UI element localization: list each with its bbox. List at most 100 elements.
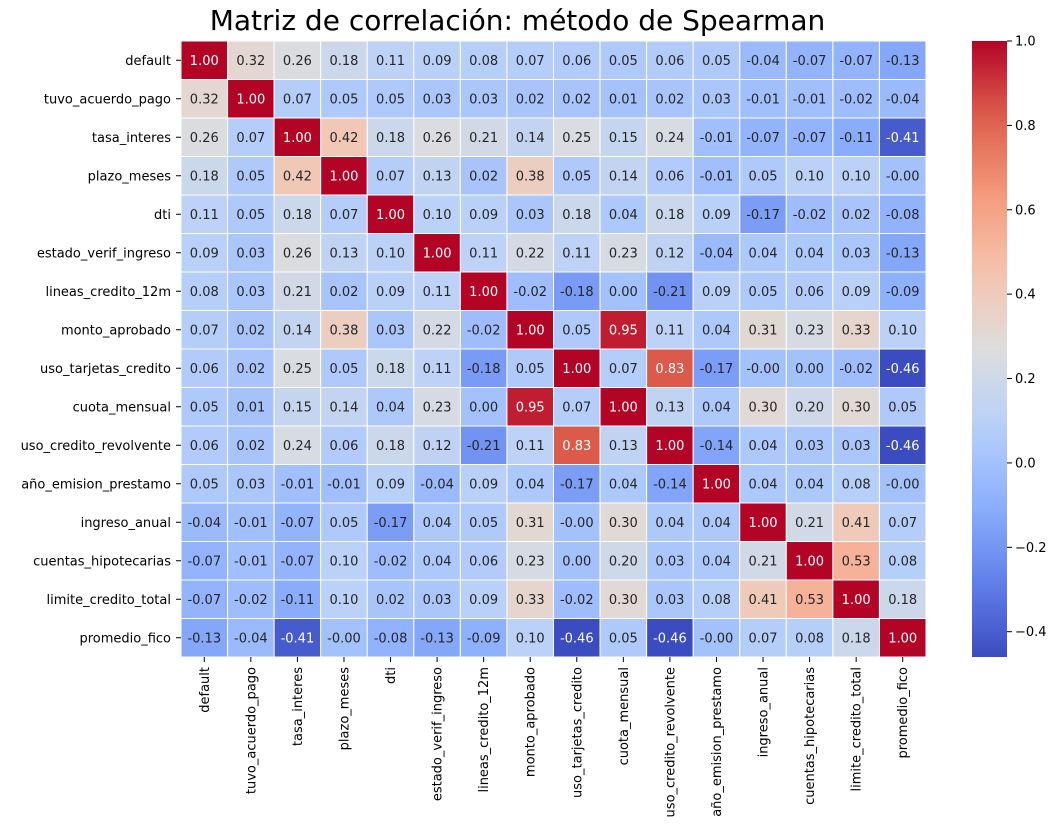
heatmap-cell-6-14	[832, 271, 880, 311]
cell-value-label: 0.25	[283, 362, 312, 377]
cell-value-label: 0.04	[749, 477, 778, 492]
heatmap-cell-5-4	[366, 233, 415, 273]
heatmap-cell-15-1	[227, 618, 275, 658]
cell-value-label: 0.03	[842, 439, 871, 454]
cell-value-label: 0.11	[376, 54, 405, 69]
cell-value-label: 0.03	[236, 246, 265, 261]
heatmap-cell-13-7	[506, 541, 554, 581]
heatmap-cell-11-13	[785, 464, 834, 504]
heatmap-cell-1-15	[878, 79, 927, 119]
cell-value-label: 0.05	[749, 169, 778, 184]
x-tick-label-dti: dti	[384, 667, 399, 684]
heatmap-cell-14-5	[413, 579, 461, 619]
heatmap-cell-6-10	[646, 271, 694, 311]
cell-value-label: -0.46	[886, 439, 920, 454]
heatmap-cell-1-6	[459, 79, 508, 119]
heatmap-cell-2-6	[459, 117, 508, 157]
cell-value-label: 0.02	[376, 593, 405, 608]
y-tick-label-estado-verif-ingreso: estado_verif_ingreso	[37, 246, 171, 261]
heatmap-cell-11-5	[413, 464, 461, 504]
heatmap-cell-13-15	[878, 541, 927, 581]
heatmap-cell-15-8	[553, 618, 601, 658]
y-tick-label-uso-credito-revolvente: uso_credito_revolvente	[21, 439, 171, 454]
heatmap-cell-1-7	[506, 79, 554, 119]
cell-value-label: -0.02	[839, 92, 873, 107]
cell-value-label: -0.07	[793, 131, 827, 146]
cell-value-label: -0.07	[281, 554, 315, 569]
cell-value-label: 1.00	[329, 169, 358, 184]
y-tick-label-promedio-fico: promedio_fico	[79, 631, 171, 646]
cell-value-label: 0.06	[190, 362, 219, 377]
heatmap-cell-5-15	[878, 233, 927, 273]
heatmap-cell-15-6	[459, 618, 508, 658]
cell-value-label: 0.09	[376, 285, 405, 300]
cell-value-label: 0.06	[655, 169, 684, 184]
cell-value-label: 0.10	[888, 323, 917, 338]
heatmap-cell-11-8	[553, 464, 601, 504]
cell-value-label: -0.01	[746, 92, 780, 107]
heatmap-cell-1-0	[180, 79, 229, 119]
cell-value-label: 0.33	[516, 593, 545, 608]
cell-value-label: -0.00	[886, 169, 920, 184]
cell-value-label: 0.24	[655, 131, 684, 146]
heatmap-cell-4-8	[553, 194, 601, 234]
cell-value-label: 0.18	[190, 169, 219, 184]
y-tick-label-monto-aprobado: monto_aprobado	[61, 323, 171, 338]
heatmap-cell-15-3	[320, 618, 368, 658]
cell-value-label: 0.06	[469, 554, 498, 569]
cell-value-label: -0.01	[234, 516, 268, 531]
cell-value-label: 0.32	[190, 92, 219, 107]
cell-value-label: 0.06	[795, 285, 824, 300]
heatmap-cell-0-12	[739, 40, 787, 80]
heatmap-cell-2-10	[646, 117, 694, 157]
heatmap-cell-2-13	[785, 117, 834, 157]
cell-value-label: 0.03	[655, 554, 684, 569]
cell-value-label: 0.13	[609, 439, 638, 454]
cell-value-label: 0.08	[190, 285, 219, 300]
heatmap-cell-7-0	[180, 310, 229, 350]
cell-value-label: -0.01	[281, 477, 315, 492]
heatmap-cell-1-8	[553, 79, 601, 119]
cell-value-label: 0.14	[609, 169, 638, 184]
cell-value-label: 0.07	[283, 92, 312, 107]
cell-value-label: -0.00	[700, 631, 734, 646]
heatmap-cell-5-5	[413, 233, 461, 273]
cell-value-label: 0.04	[702, 400, 731, 415]
cell-value-label: 0.26	[423, 131, 452, 146]
heatmap-cell-13-13	[785, 541, 834, 581]
cell-value-label: -0.13	[886, 54, 920, 69]
cell-value-label: 0.04	[795, 477, 824, 492]
heatmap-cell-10-7	[506, 425, 554, 465]
cell-value-label: 0.04	[702, 323, 731, 338]
cell-value-label: 0.08	[842, 477, 871, 492]
cell-value-label: 1.00	[888, 631, 917, 646]
heatmap-cell-3-11	[692, 156, 741, 196]
heatmap-cell-7-1	[227, 310, 275, 350]
cell-value-label: -0.07	[793, 54, 827, 69]
heatmap-cell-13-11	[692, 541, 741, 581]
cell-value-label: -0.04	[886, 92, 920, 107]
heatmap-cell-15-10	[646, 618, 694, 658]
cell-value-label: -0.11	[839, 131, 873, 146]
cell-value-label: 0.03	[516, 208, 545, 223]
cell-value-label: 0.22	[423, 323, 452, 338]
heatmap-cell-14-6	[459, 579, 508, 619]
cell-value-label: -0.17	[746, 208, 780, 223]
cell-value-label: 0.05	[329, 516, 358, 531]
heatmap-cell-0-8	[553, 40, 601, 80]
cell-value-label: 1.00	[283, 131, 312, 146]
colorbar-tick-label: 0.2	[1015, 372, 1036, 387]
cell-value-label: -0.07	[839, 54, 873, 69]
cell-value-label: -0.17	[700, 362, 734, 377]
cell-value-label: 0.07	[190, 323, 219, 338]
cell-value-label: 1.00	[562, 362, 591, 377]
cell-value-label: 0.04	[423, 554, 452, 569]
heatmap-cell-0-13	[785, 40, 834, 80]
cell-value-label: 0.03	[423, 593, 452, 608]
x-tick-label-tuvo-acuerdo-pago: tuvo_acuerdo_pago	[244, 667, 259, 794]
y-tick-label-tuvo-acuerdo-pago: tuvo_acuerdo_pago	[44, 92, 171, 107]
cell-value-label: -0.07	[187, 554, 221, 569]
heatmap-cell-14-2	[273, 579, 322, 619]
heatmap-cell-14-7	[506, 579, 554, 619]
heatmap-cell-1-1	[227, 79, 275, 119]
